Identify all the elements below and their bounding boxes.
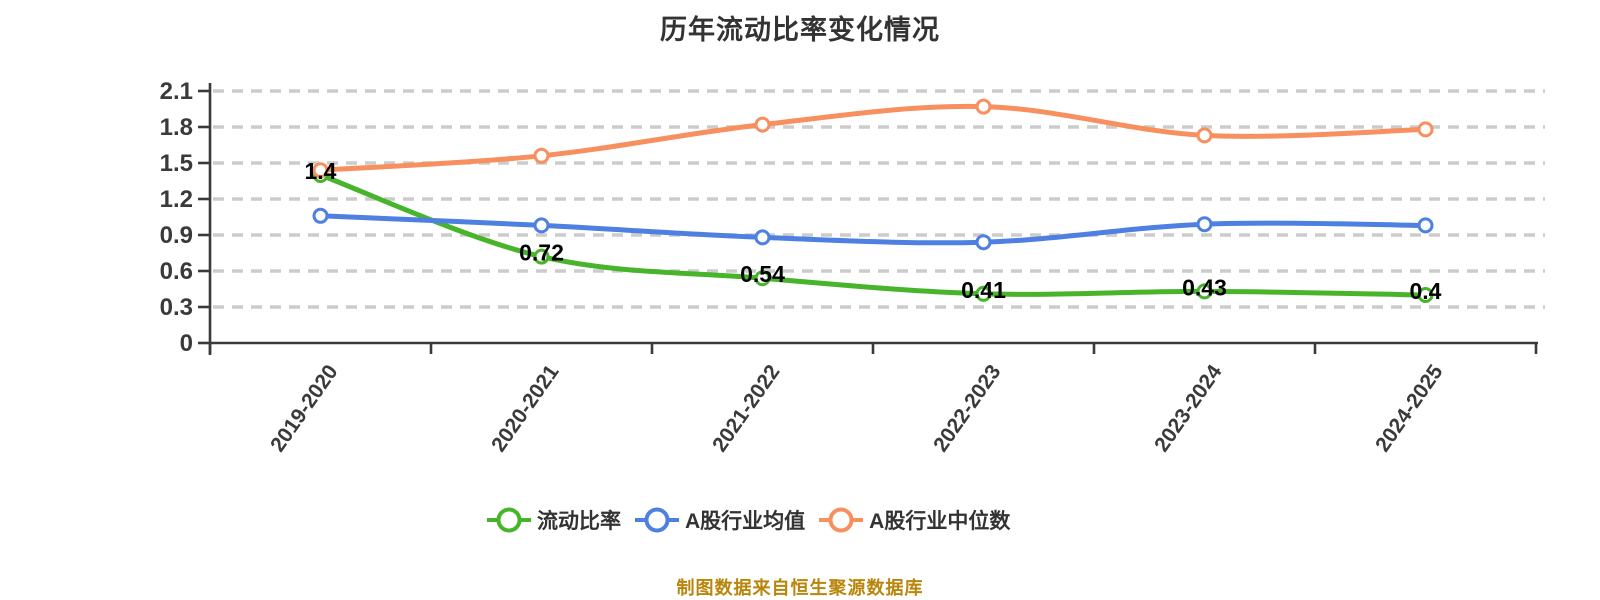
data-point-marker[interactable] (1196, 127, 1213, 144)
gridlines (213, 89, 1545, 309)
data-point-marker[interactable] (533, 217, 550, 234)
data-point-marker[interactable] (1417, 121, 1434, 138)
x-axis-label: 2023-2024 (1150, 360, 1227, 456)
data-point-label: 0.72 (519, 240, 564, 266)
data-point-marker[interactable] (975, 98, 992, 115)
data-point-marker[interactable] (975, 234, 992, 251)
line-marker-icon (819, 507, 864, 533)
data-point-marker[interactable] (312, 207, 329, 224)
data-point-label: 0.43 (1182, 274, 1227, 300)
y-tick-label: 0 (180, 330, 193, 357)
y-tick-label: 1.8 (160, 114, 193, 141)
data-point-marker[interactable] (312, 162, 329, 179)
data-point-marker[interactable] (1196, 216, 1213, 233)
series-line-2 (318, 103, 1428, 173)
legend-label: 流动比率 (537, 510, 621, 533)
legend-item-industry-median[interactable]: A股行业中位数 (819, 505, 1010, 535)
y-tick-label: 1.5 (160, 150, 193, 177)
x-axis-label: 2019-2020 (266, 361, 342, 456)
data-point-marker[interactable] (533, 147, 550, 164)
data-point-marker[interactable] (754, 270, 771, 287)
data-point-marker[interactable] (1196, 283, 1213, 300)
x-axis-label: 2020-2021 (487, 360, 564, 456)
data-point-marker[interactable] (533, 248, 550, 265)
y-tick-label: 2.1 (160, 78, 193, 105)
data-point-label: 0.54 (740, 261, 785, 287)
chart-title: 历年流动比率变化情况 (660, 15, 940, 45)
series-1 (312, 207, 1434, 251)
data-point-label: 0.4 (1410, 278, 1442, 304)
legend-label: A股行业中位数 (869, 510, 1011, 533)
legend-item-industry-mean[interactable]: A股行业均值 (635, 505, 805, 535)
data-point-label: 0.41 (961, 277, 1006, 303)
data-point-label: 1.4 (305, 158, 337, 184)
series-0 (312, 167, 1434, 303)
data-point-marker[interactable] (1417, 217, 1434, 234)
data-point-marker[interactable] (754, 116, 771, 133)
y-tick-label: 1.2 (160, 186, 193, 213)
legend-item-current-ratio[interactable]: 流动比率 (487, 505, 621, 535)
x-axis-label: 2024-2025 (1371, 360, 1448, 456)
x-axis-label: 2021-2022 (708, 361, 784, 456)
data-point-marker[interactable] (1417, 287, 1434, 303)
y-tick-label: 0.3 (160, 294, 193, 321)
data-point-marker[interactable] (975, 285, 992, 302)
y-tick-label: 0.6 (160, 258, 193, 285)
legend-label: A股行业均值 (685, 510, 806, 533)
x-axis-label: 2022-2023 (929, 361, 1005, 456)
line-marker-icon (635, 507, 679, 533)
series-2 (312, 98, 1434, 179)
data-point-marker[interactable] (754, 229, 771, 246)
chart-legend: 流动比率 A股行业均值 A股行业中位数 (487, 505, 1010, 535)
series-line-0 (318, 172, 1428, 298)
data-source-note: 制图数据来自恒生聚源数据库 (676, 578, 924, 598)
series-line-1 (318, 213, 1428, 246)
line-marker-icon (487, 507, 531, 533)
y-tick-label: 0.9 (160, 222, 193, 249)
series-0-labels: 1.4 0.72 0.54 0.41 0.43 0.4 (305, 158, 1442, 304)
